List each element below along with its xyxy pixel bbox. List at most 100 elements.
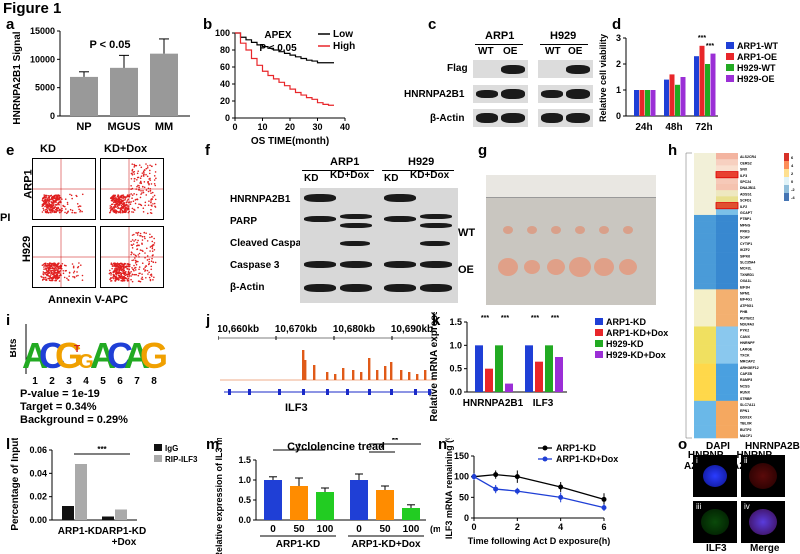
- flow-dot: [111, 199, 114, 202]
- heatmap-gene-label: SLC35A4: [740, 261, 755, 265]
- flow-dot: [52, 203, 55, 206]
- m-xtick-label: 100: [317, 524, 334, 535]
- heatmap-cell: [694, 183, 716, 191]
- flow-dot: [52, 269, 54, 272]
- genome-track: 10,660kb 10,670kb 10,680kb 10,690kb: [218, 324, 438, 395]
- d-legend-swatch: [726, 42, 734, 49]
- heatmap-gene-label: RAMP3: [740, 378, 752, 382]
- flow-dot: [123, 272, 126, 275]
- flow-dot: [133, 177, 136, 180]
- flow-dot: [61, 198, 63, 200]
- motif-position: 1: [32, 376, 38, 387]
- a-annotation: P < 0.05: [89, 39, 130, 51]
- flow-dot: [66, 203, 69, 205]
- flow-dot: [137, 254, 140, 256]
- flow-dot: [63, 264, 66, 267]
- m-group-label: ARP1-KD: [276, 539, 320, 550]
- heatmap-cell: [694, 171, 716, 179]
- flow-dot: [154, 171, 157, 173]
- flow-dot: [141, 192, 143, 194]
- heatmap-cell: [716, 227, 738, 234]
- flow-dot: [41, 264, 44, 266]
- flow-dot: [131, 252, 133, 254]
- flow-dot: [52, 271, 55, 273]
- flow-dot: [154, 206, 157, 208]
- flow-dot: [133, 273, 136, 276]
- flow-dot: [151, 205, 153, 207]
- flow-dot: [146, 269, 149, 272]
- flow-dot: [151, 236, 153, 238]
- tumor-wt: [503, 226, 513, 234]
- heatmap-scale-segment: [784, 153, 789, 161]
- flow-dot: [146, 259, 149, 261]
- flow-dot: [55, 269, 57, 272]
- heatmap-cell: [716, 270, 738, 278]
- flow-dot: [44, 264, 46, 267]
- flow-dot: [46, 263, 49, 265]
- m-ylabel: Relative expression of IL3 mRNA: [214, 438, 224, 554]
- flow-dot: [77, 205, 80, 208]
- flow-dot: [120, 202, 123, 205]
- flow-dot: [42, 264, 45, 266]
- d-bar: [634, 90, 639, 116]
- flow-dot: [123, 268, 125, 270]
- flow-dot: [138, 203, 140, 205]
- heatmap-cell: [716, 320, 738, 327]
- heatmap-cell: [694, 264, 716, 272]
- b-ytick-label: 80: [220, 45, 230, 55]
- f-lane-3: KD: [384, 173, 399, 184]
- flow-dot: [119, 266, 122, 269]
- genome-signal-bar: [368, 358, 371, 380]
- flow-dot: [44, 262, 46, 265]
- b-xtick-label: 0: [232, 122, 237, 132]
- flow-dot: [149, 190, 152, 192]
- flow-dot: [147, 273, 149, 275]
- k-bar: [505, 383, 513, 392]
- genome-signal-bar: [390, 362, 393, 380]
- flow-dot: [116, 264, 118, 267]
- flow-dot: [130, 270, 132, 273]
- chart-d: 0 1 2 3 24h 48h 72h ****** Relative cell viabili…: [598, 33, 778, 133]
- flow-dot: [126, 263, 128, 265]
- d-bar: [639, 90, 645, 116]
- flow-dot: [111, 267, 113, 270]
- flow-dot: [140, 189, 142, 192]
- flow-dot: [137, 274, 140, 277]
- heatmap-cell: [694, 252, 716, 259]
- flow-dot: [136, 198, 139, 201]
- flow-dot: [132, 243, 135, 245]
- flow-dot: [55, 198, 58, 201]
- flow-dot: [134, 273, 137, 276]
- flow-dot: [44, 198, 47, 201]
- heatmap-gene-label: PRKS: [740, 230, 750, 234]
- d-sig: ***: [698, 35, 706, 42]
- flow-dot: [113, 268, 116, 270]
- flow-dot: [58, 280, 61, 282]
- flow-dot: [111, 263, 113, 266]
- flow-dot: [79, 210, 81, 213]
- j-gene: ILF3: [285, 402, 308, 414]
- heatmap-cell: [716, 301, 738, 309]
- flow-dot: [151, 191, 154, 194]
- flow-dot: [145, 232, 147, 235]
- panel-label-j: j: [206, 312, 211, 329]
- g-row-wt: WT: [458, 227, 476, 239]
- flow-dot: [146, 212, 149, 215]
- genome-signal-bar: [384, 366, 387, 380]
- flow-dot: [49, 211, 52, 213]
- flow-dot: [108, 272, 111, 275]
- flow-dot: [52, 262, 55, 265]
- flow-dot: [139, 177, 142, 180]
- flow-dot: [126, 275, 129, 278]
- genome-signal-bar: [313, 365, 316, 380]
- flow-dot: [130, 240, 132, 243]
- flow-dot: [73, 211, 76, 214]
- flow-dot: [151, 165, 153, 168]
- flow-dot: [73, 270, 76, 273]
- d-bar: [710, 53, 716, 116]
- flow-dot: [124, 208, 127, 211]
- flow-dot: [62, 269, 65, 272]
- panel-label-l: l: [6, 436, 11, 453]
- tumor-wt: [551, 226, 561, 234]
